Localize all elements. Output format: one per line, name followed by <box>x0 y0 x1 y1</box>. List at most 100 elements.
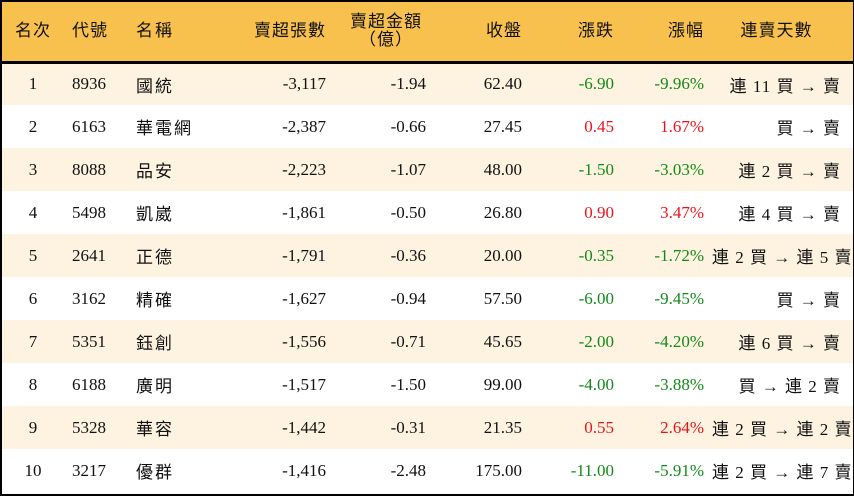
streak-cell: 連 2 買 → 賣 <box>738 162 841 181</box>
table-row[interactable]: 7 5351 鈺創 -1,556 -0.71 45.65 -2.00 -4.20% 連 6 買 … <box>2 320 853 363</box>
change-pct-cell: -1.72% <box>654 245 704 265</box>
code-cell: 6188 <box>72 374 106 394</box>
change-cell: 0.90 <box>584 202 614 222</box>
code-cell: 3162 <box>72 288 106 308</box>
change-pct-cell: -3.88% <box>654 374 704 394</box>
code-cell: 3217 <box>72 460 106 480</box>
streak-cell: 連 2 買 → 連 5 賣 <box>712 248 853 267</box>
net-sell-lots-cell: -2,387 <box>282 116 326 136</box>
code-cell: 8088 <box>72 159 106 179</box>
rank-cell: 10 <box>24 460 42 480</box>
name-cell: 國統 <box>136 76 174 96</box>
header-close[interactable]: 收盤 <box>486 21 522 41</box>
change-cell: -6.00 <box>578 288 614 308</box>
table-row[interactable]: 5 2641 正德 -1,791 -0.36 20.00 -0.35 -1.72% 連 2 買 … <box>2 234 853 277</box>
name-cell: 華容 <box>136 420 174 439</box>
net-sell-lots-cell: -1,416 <box>282 460 326 480</box>
close-cell: 26.80 <box>483 202 522 222</box>
net-sell-lots-cell: -1,442 <box>282 417 326 437</box>
net-sell-amount-cell: -0.66 <box>390 116 426 136</box>
streak-cell: 買 → 賣 <box>776 119 841 138</box>
close-cell: 57.50 <box>483 288 522 308</box>
table-body: 1 8936 國統 -3,117 -1.94 62.40 -6.90 -9.96% 連 11 買… <box>2 62 853 492</box>
name-cell: 精確 <box>136 291 174 310</box>
change-cell: -1.50 <box>578 159 614 179</box>
net-sell-amount-cell: -0.31 <box>390 417 426 437</box>
change-pct-cell: 2.64% <box>660 417 704 437</box>
table-row[interactable]: 3 8088 品安 -2,223 -1.07 48.00 -1.50 -3.03% 連 2 買 … <box>2 148 853 191</box>
change-cell: 0.45 <box>584 116 614 136</box>
name-cell: 品安 <box>136 162 174 181</box>
header-change[interactable]: 漲跌 <box>578 21 614 41</box>
rank-cell: 8 <box>28 374 38 394</box>
header-code[interactable]: 代號 <box>72 21 108 41</box>
table-row[interactable]: 2 6163 華電網 -2,387 -0.66 27.45 0.45 1.67% 買 → 賣 <box>2 105 853 148</box>
net-sell-lots-cell: -1,556 <box>282 331 326 351</box>
table-header-row: 名次 代號 名稱 賣超張數 賣超金額 （億） 收盤 漲跌 漲幅 連賣天數 <box>2 2 853 62</box>
rank-cell: 4 <box>28 202 38 222</box>
table-row[interactable]: 9 5328 華容 -1,442 -0.31 21.35 0.55 2.64% 連 2 買 → … <box>2 406 853 449</box>
table-row[interactable]: 4 5498 凱崴 -1,861 -0.50 26.80 0.90 3.47% 連 4 買 → … <box>2 191 853 234</box>
name-cell: 華電網 <box>136 119 193 138</box>
header-net-sell-amount-line2: （億） <box>359 30 413 50</box>
streak-cell: 買 → 賣 <box>776 291 841 310</box>
close-cell: 27.45 <box>483 116 522 136</box>
header-rank[interactable]: 名次 <box>15 21 51 41</box>
net-sell-amount-cell: -2.48 <box>390 460 426 480</box>
table-row[interactable]: 8 6188 廣明 -1,517 -1.50 99.00 -4.00 -3.88% 買 → 連 … <box>2 363 853 406</box>
code-cell: 8936 <box>72 74 106 94</box>
net-sell-lots-cell: -1,517 <box>282 374 326 394</box>
change-pct-cell: 3.47% <box>660 202 704 222</box>
close-cell: 62.40 <box>483 74 522 94</box>
code-cell: 5351 <box>72 331 106 351</box>
streak-cell: 連 6 買 → 賣 <box>738 334 841 353</box>
name-cell: 優群 <box>136 463 174 482</box>
rank-cell: 7 <box>28 331 38 351</box>
net-sell-amount-cell: -1.94 <box>390 74 426 94</box>
rank-cell: 6 <box>28 288 38 308</box>
name-cell: 鈺創 <box>136 334 174 353</box>
change-cell: -11.00 <box>570 460 614 480</box>
close-cell: 175.00 <box>475 460 522 480</box>
rank-cell: 1 <box>28 74 38 94</box>
net-sell-amount-cell: -0.36 <box>390 245 426 265</box>
streak-cell: 連 11 買 → 賣 <box>729 76 841 96</box>
change-cell: 0.55 <box>584 417 614 437</box>
streak-cell: 連 4 買 → 賣 <box>738 205 841 224</box>
net-sell-lots-cell: -3,117 <box>282 74 326 94</box>
change-pct-cell: -9.45% <box>654 288 704 308</box>
rank-cell: 2 <box>28 116 38 136</box>
streak-cell: 買 → 連 2 賣 <box>738 377 841 396</box>
table-row[interactable]: 10 3217 優群 -1,416 -2.48 175.00 -11.00 -5.91% 連 2… <box>2 449 853 492</box>
change-cell: -6.90 <box>578 74 614 94</box>
net-sell-lots-cell: -1,627 <box>282 288 326 308</box>
change-pct-cell: -3.03% <box>654 159 704 179</box>
header-change-pct[interactable]: 漲幅 <box>668 21 704 41</box>
change-cell: -0.35 <box>578 245 614 265</box>
code-cell: 6163 <box>72 116 106 136</box>
header-net-sell-amount[interactable]: 賣超金額 （億） <box>334 2 434 62</box>
close-cell: 21.35 <box>483 417 522 437</box>
change-cell: -4.00 <box>578 374 614 394</box>
close-cell: 45.65 <box>483 331 522 351</box>
change-pct-cell: 1.67% <box>660 116 704 136</box>
close-cell: 48.00 <box>483 159 522 179</box>
net-sell-amount-cell: -1.50 <box>390 374 426 394</box>
header-streak[interactable]: 連賣天數 <box>740 21 813 41</box>
net-sell-lots-cell: -1,861 <box>282 202 326 222</box>
streak-cell: 連 2 買 → 連 7 賣 <box>712 463 853 482</box>
net-sell-amount-cell: -0.94 <box>390 288 426 308</box>
net-sell-amount-cell: -1.07 <box>390 159 426 179</box>
header-net-sell-amount-line1: 賣超金額 <box>350 12 422 32</box>
header-net-sell-lots[interactable]: 賣超張數 <box>254 21 326 41</box>
change-pct-cell: -5.91% <box>654 460 704 480</box>
table-row[interactable]: 6 3162 精確 -1,627 -0.94 57.50 -6.00 -9.45% 買 → 賣 <box>2 277 853 320</box>
net-sell-amount-cell: -0.71 <box>390 331 426 351</box>
rank-cell: 5 <box>28 245 38 265</box>
code-cell: 5498 <box>72 202 106 222</box>
header-name[interactable]: 名稱 <box>136 21 174 41</box>
table-row[interactable]: 1 8936 國統 -3,117 -1.94 62.40 -6.90 -9.96% 連 11 買… <box>2 62 853 105</box>
change-pct-cell: -4.20% <box>654 331 704 351</box>
